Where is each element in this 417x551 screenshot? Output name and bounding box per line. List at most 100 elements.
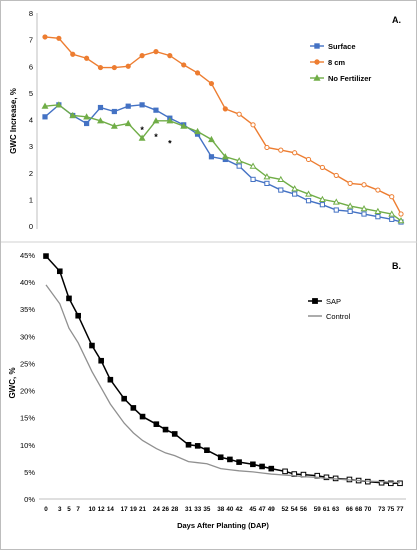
data-point	[236, 459, 242, 465]
data-point	[97, 64, 104, 71]
panel-b-x-tick-label: 38	[217, 506, 225, 513]
panel-a-y-tick-label: 5	[29, 89, 33, 98]
panel-b-series	[43, 253, 403, 487]
data-point	[264, 144, 270, 151]
panel-b-y-tick-label: 25%	[20, 359, 35, 368]
panel-b-label: B.	[392, 261, 401, 271]
data-point	[222, 106, 228, 112]
panel-b-y-tick-label: 35%	[20, 305, 35, 314]
data-point	[121, 395, 127, 402]
panel-a-y-tick-label: 1	[29, 195, 33, 204]
data-point	[84, 120, 90, 127]
data-point	[282, 468, 288, 475]
data-point	[397, 217, 405, 224]
series-line-sap	[45, 255, 400, 485]
data-point	[259, 463, 265, 470]
data-point	[227, 456, 233, 463]
data-point	[389, 194, 395, 200]
data-point	[56, 35, 62, 41]
data-point	[97, 117, 104, 124]
panel-b-x-tick-label: 7	[76, 506, 80, 513]
data-point	[278, 147, 284, 153]
panel-b-x-tick-label: 19	[130, 506, 138, 513]
panel-a-series	[41, 34, 405, 225]
data-point	[398, 211, 404, 217]
data-point	[361, 211, 367, 217]
data-point	[236, 163, 242, 169]
panel-b-x-tick-label: 68	[355, 506, 363, 513]
data-point	[291, 185, 299, 192]
data-point	[138, 134, 146, 141]
panel-b-x-axis-label: Days After Planting (DAP)	[177, 521, 269, 530]
panel-b-x-tick-label: 73	[378, 506, 386, 513]
panel-a-y-tick-label: 4	[29, 116, 33, 125]
legend-label: 8 cm	[328, 58, 345, 67]
data-point	[139, 413, 146, 420]
panel-b-y-tick-label: 10%	[20, 441, 35, 450]
data-point	[208, 154, 215, 160]
data-point	[42, 114, 48, 120]
panel-b-x-tick-label: 77	[396, 506, 404, 513]
data-point	[208, 80, 215, 87]
panel-a-y-axis-label: GWC Increase, %	[9, 88, 18, 154]
legend-marker	[314, 59, 320, 65]
data-point	[166, 117, 174, 124]
data-point	[194, 443, 201, 449]
data-point	[277, 175, 285, 183]
data-point	[360, 205, 368, 212]
data-point	[250, 461, 256, 468]
data-point	[333, 172, 339, 179]
legend-marker	[313, 74, 321, 81]
data-point	[107, 376, 114, 383]
data-point	[319, 202, 326, 208]
data-point	[139, 53, 145, 59]
panel-b-x-tick-label: 40	[226, 506, 234, 513]
legend-label: Control	[326, 312, 351, 321]
panel-b-x-tick-label: 75	[387, 506, 395, 513]
data-point	[180, 122, 188, 129]
data-point	[56, 268, 63, 275]
data-point	[378, 479, 385, 486]
data-point	[83, 113, 91, 120]
panel-b-x-tick-label: 12	[98, 506, 106, 513]
data-point	[250, 176, 256, 183]
panel-b-y-tick-label: 45%	[20, 251, 35, 260]
data-point	[139, 102, 145, 108]
panel-b-x-tick-label: 59	[314, 506, 322, 513]
data-point	[217, 454, 224, 461]
data-point	[204, 447, 210, 453]
data-point	[305, 190, 312, 197]
panel-b-x-tick-label: 3	[58, 506, 62, 513]
panel-b-y-ticks: 0% 5% 10% 15% 20% 25% 30% 35% 40% 45%	[20, 251, 35, 504]
panel-b-y-axis-label: GWC, %	[8, 367, 17, 398]
panel-b-x-tick-label: 5	[67, 506, 71, 513]
data-point	[70, 51, 76, 57]
panel-b-x-tick-label: 21	[139, 506, 147, 513]
data-point	[375, 187, 381, 193]
data-point	[375, 214, 381, 220]
panel-b-x-tick-label: 10	[88, 506, 96, 513]
data-point	[84, 55, 90, 61]
data-point	[347, 208, 353, 214]
data-point	[292, 150, 298, 156]
data-point	[152, 117, 160, 124]
panel-a-y-tick-label: 7	[29, 36, 33, 45]
data-point	[55, 101, 63, 108]
data-point	[388, 210, 396, 217]
data-point	[347, 180, 353, 186]
data-point	[235, 157, 243, 164]
panel-a-y-tick-label: 0	[29, 222, 33, 231]
series-line-control	[45, 284, 401, 484]
panel-b-x-ticks: 0 3 5 7 10 12 14 17 19 21 24 26 28 31 33 35 38 40 42 45 47 49…	[44, 506, 404, 513]
data-point	[153, 421, 160, 427]
data-point	[332, 198, 340, 205]
panel-b-y-tick-label: 5%	[24, 468, 35, 477]
panel-a-y-tick-label: 2	[29, 169, 33, 178]
data-point	[124, 119, 132, 127]
data-point	[110, 122, 118, 129]
data-point	[153, 107, 159, 113]
data-point	[264, 180, 270, 187]
data-point	[333, 207, 339, 213]
panel-b-x-tick-label: 14	[107, 506, 115, 513]
data-point	[314, 472, 321, 479]
